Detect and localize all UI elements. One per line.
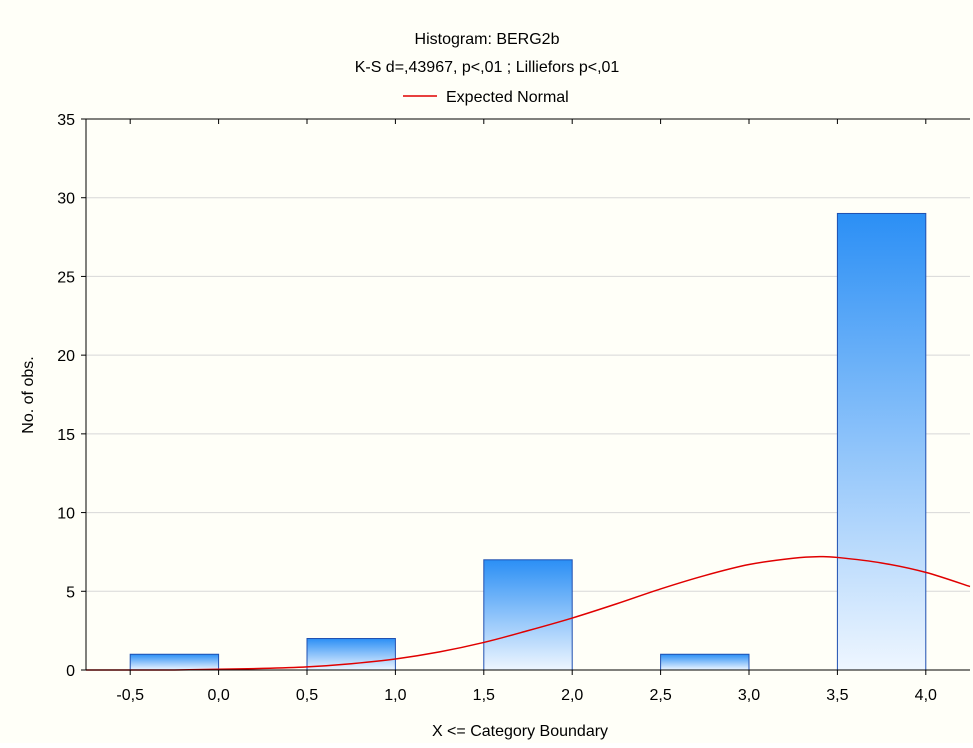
histogram-bar-6 [660,653,750,671]
x-tick-label-8: 3,5 [826,687,848,704]
histogram-bar-4 [483,559,573,671]
x-tick-label-1: 0,0 [207,687,229,704]
histogram-bar-2 [306,638,396,671]
x-tick-label-6: 2,5 [649,687,671,704]
y-tick-label-2: 10 [57,506,75,523]
expected-normal-curve [86,555,971,671]
bars [129,212,927,671]
y-tick-label-7: 35 [57,112,75,129]
histogram-bar-8 [836,212,927,671]
x-axis-label: X <= Category Boundary [432,723,608,740]
chart-subtitle: K-S d=,43967, p<,01 ; Lilliefors p<,01 [355,59,620,76]
x-tick-label-3: 1,0 [384,687,406,704]
y-tick-label-5: 25 [57,269,75,286]
grid-lines [86,118,970,592]
series-line-0 [86,555,971,671]
x-tick-label-0: -0,5 [116,687,144,704]
legend-label-expected-normal: Expected Normal [446,89,569,106]
chart-title: Histogram: BERG2b [415,31,560,48]
y-tick-label-4: 20 [57,348,75,365]
axes [81,118,970,675]
x-tick-label-9: 4,0 [915,687,937,704]
x-tick-label-5: 2,0 [561,687,583,704]
y-tick-label-1: 5 [66,584,75,601]
legend: Expected Normal [403,89,569,106]
histogram-bar-0 [129,653,220,671]
y-tick-label-0: 0 [66,663,75,680]
x-tick-label-2: 0,5 [296,687,318,704]
x-tick-labels: -0,5 0,0 0,5 1,0 1,5 2,0 2,5 3,0 3,5 4,0 [116,687,937,704]
x-tick-label-4: 1,5 [473,687,495,704]
y-axis-label: No. of obs. [20,356,37,433]
y-tick-labels: 0 5 10 15 20 25 30 35 [57,112,75,680]
y-tick-label-3: 15 [57,427,75,444]
y-tick-label-6: 30 [57,191,75,208]
x-tick-label-7: 3,0 [738,687,760,704]
